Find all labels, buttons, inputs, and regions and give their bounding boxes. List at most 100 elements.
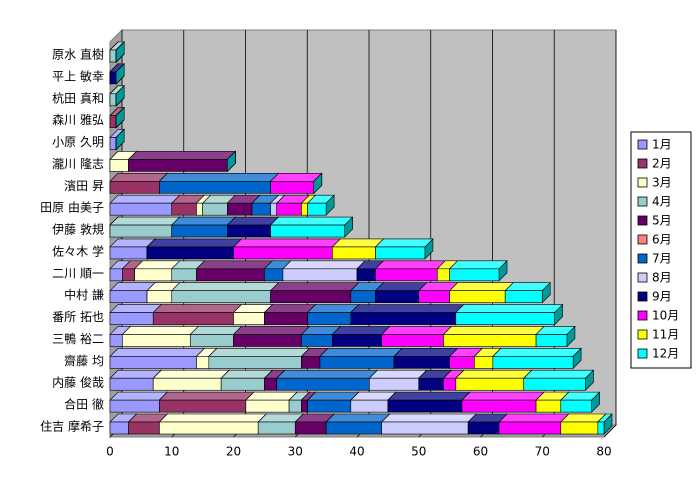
- bar-front: [109, 421, 129, 435]
- bar-side: [115, 85, 125, 107]
- bar-segment: [325, 413, 391, 435]
- bar-front: [307, 399, 352, 413]
- bar-top: [171, 282, 280, 292]
- bar-front: [325, 421, 383, 435]
- y-tick-label: 二川 順一: [52, 266, 104, 280]
- bar-front: [504, 290, 543, 304]
- bar-segment: [269, 216, 354, 238]
- bar-segment: [350, 303, 465, 326]
- bar-front: [109, 246, 148, 260]
- bar-segment: [152, 303, 243, 326]
- bar-front: [109, 180, 160, 194]
- bar-front: [171, 202, 197, 216]
- bar-front: [319, 356, 395, 369]
- bar-front: [492, 356, 574, 369]
- bar-side: [115, 41, 125, 63]
- bar-segment: [498, 413, 570, 435]
- x-tick-label: 10: [164, 445, 179, 459]
- bar-segment: [227, 150, 236, 173]
- bar-front: [282, 268, 358, 282]
- bar-segment: [523, 369, 595, 391]
- bar-front: [122, 268, 135, 282]
- bar-top: [269, 216, 354, 226]
- y-tick-label: 住吉 摩希子: [40, 419, 104, 434]
- bar-top: [498, 413, 570, 423]
- y-tick-label: 杭田 真和: [52, 90, 104, 105]
- bar-front: [270, 290, 352, 304]
- bar-segment: [115, 85, 125, 107]
- bar-front: [171, 290, 271, 304]
- bar-front: [233, 246, 333, 260]
- bar-front: [146, 290, 173, 304]
- x-tick-label: 30: [288, 445, 303, 459]
- grid-line: [603, 30, 617, 438]
- bar-top: [306, 304, 360, 313]
- bar-front: [449, 356, 475, 369]
- bar-top: [189, 326, 243, 335]
- bar-front: [264, 312, 308, 325]
- bar-top: [109, 194, 181, 204]
- bar-segment: [208, 347, 311, 370]
- x-tick-label: 0: [106, 445, 114, 459]
- bars: [109, 41, 613, 435]
- bar-segment: [146, 238, 243, 260]
- legend-swatch: [637, 177, 648, 188]
- bar-front: [159, 180, 271, 194]
- bar-top: [146, 238, 243, 248]
- bar-top: [152, 304, 243, 313]
- y-tick-label: 佐々木 学: [52, 243, 104, 258]
- bar-top: [171, 216, 237, 226]
- bar-top: [380, 413, 477, 423]
- bar-front: [369, 377, 420, 391]
- bar-front: [443, 377, 457, 391]
- legend-label: 7月: [652, 252, 672, 266]
- bar-front: [109, 356, 197, 369]
- bar-front: [109, 159, 129, 172]
- bar-front: [257, 421, 296, 435]
- bar-top: [448, 260, 508, 270]
- bar-segment: [115, 128, 125, 151]
- bar-top: [245, 391, 298, 401]
- bar-front: [449, 290, 506, 304]
- bar-front: [264, 268, 284, 282]
- bar-segment: [448, 281, 514, 304]
- bar-front: [381, 334, 444, 347]
- bar-front: [109, 290, 148, 304]
- bar-front: [109, 93, 117, 107]
- bar-front: [245, 399, 290, 413]
- bar-front: [350, 290, 376, 304]
- bar-segment: [115, 63, 125, 85]
- bar-front: [152, 312, 234, 325]
- legend-swatch: [637, 234, 648, 245]
- bar-front: [109, 224, 173, 238]
- bar-front: [418, 377, 444, 391]
- bar-front: [233, 334, 302, 347]
- bar-front: [122, 334, 191, 347]
- legend-swatch: [637, 215, 648, 226]
- bar-top: [158, 391, 255, 401]
- legend-swatch: [637, 329, 648, 340]
- bar-side: [115, 128, 125, 151]
- x-tick-label: 70: [535, 445, 550, 459]
- bar-front: [128, 159, 228, 172]
- bar-top: [220, 369, 274, 379]
- bar-top: [523, 369, 595, 379]
- bar-top: [109, 304, 162, 313]
- bar-segment: [232, 238, 342, 260]
- bar-top: [158, 413, 267, 423]
- bar-segment: [455, 369, 533, 391]
- bar-segment: [331, 238, 385, 260]
- y-tick-label: 小原 久明: [52, 135, 104, 149]
- bar-front: [294, 421, 327, 435]
- bar-front: [109, 268, 123, 282]
- y-tick-label: 中村 謙: [64, 287, 104, 302]
- bar-top: [374, 238, 434, 248]
- bar-segment: [374, 260, 446, 282]
- legend-label: 3月: [652, 176, 672, 190]
- bar-segment: [455, 303, 564, 326]
- bar-front: [443, 334, 537, 347]
- bar-top: [195, 260, 274, 270]
- bar-front: [109, 377, 154, 391]
